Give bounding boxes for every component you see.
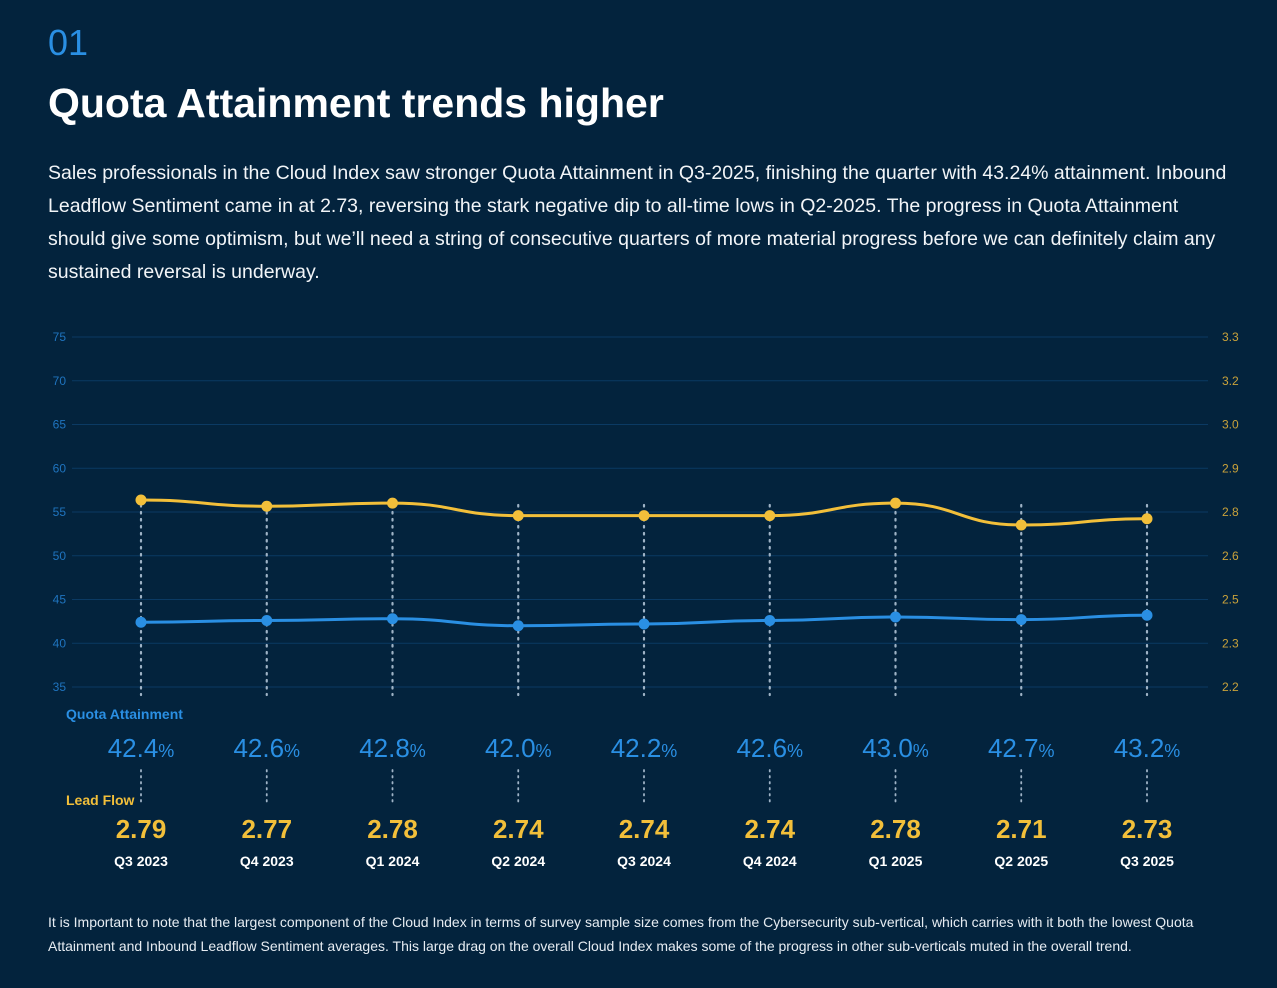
right-axis-tick: 2.3 — [1222, 636, 1239, 650]
right-axis-tick: 2.6 — [1222, 549, 1239, 563]
lead-flow-point — [1015, 519, 1027, 531]
lead-flow-value-label: 2.73 — [1122, 814, 1173, 844]
quota-value-label: 42.8% — [359, 733, 426, 763]
quota-value-label: 42.7% — [988, 733, 1055, 763]
footnote: It is Important to note that the largest… — [48, 914, 1194, 954]
left-axis-tick: 40 — [53, 636, 67, 650]
section-number: 01 — [48, 22, 89, 63]
lead-flow-legend: Lead Flow — [66, 792, 135, 808]
right-axis-tick: 2.2 — [1222, 680, 1239, 694]
left-axis-tick: 70 — [53, 374, 67, 388]
left-axis-tick: 55 — [53, 505, 67, 519]
quota-value-label: 42.4% — [108, 733, 175, 763]
right-axis-tick: 3.0 — [1222, 418, 1239, 432]
x-axis-category-label: Q2 2024 — [491, 853, 545, 869]
quota-attainment-point — [1015, 614, 1027, 626]
lead-flow-value-label: 2.78 — [870, 814, 921, 844]
page-title: Quota Attainment trends higher — [48, 80, 664, 126]
x-axis-category-label: Q4 2024 — [743, 853, 797, 869]
quota-value-label: 43.2% — [1114, 733, 1181, 763]
left-axis-tick: 50 — [53, 549, 67, 563]
x-axis-category-label: Q1 2024 — [366, 853, 420, 869]
left-axis-tick: 60 — [53, 461, 67, 475]
x-axis-category-label: Q3 2023 — [114, 853, 168, 869]
right-axis-tick: 2.5 — [1222, 593, 1239, 607]
lead-flow-value-label: 2.74 — [619, 814, 670, 844]
right-axis-tick: 2.8 — [1222, 505, 1239, 519]
quota-attainment-point — [135, 616, 147, 628]
quota-attainment-legend: Quota Attainment — [66, 706, 183, 722]
x-axis-category-label: Q4 2023 — [240, 853, 294, 869]
quota-attainment-point — [261, 615, 273, 626]
right-axis-tick: 2.9 — [1222, 461, 1239, 475]
x-axis-category-label: Q3 2025 — [1120, 853, 1174, 869]
lead-flow-point — [764, 510, 776, 522]
intro-paragraph: Sales professionals in the Cloud Index s… — [48, 162, 1227, 283]
lead-flow-point — [261, 500, 273, 512]
quota-value-label: 42.2% — [611, 733, 678, 763]
lead-flow-point — [638, 510, 650, 522]
x-axis-category-label: Q1 2025 — [869, 853, 923, 869]
right-axis-tick: 3.2 — [1222, 374, 1239, 388]
right-axis-tick: 3.3 — [1222, 330, 1239, 344]
quota-attainment-point — [387, 613, 398, 625]
lead-flow-point — [387, 497, 398, 509]
quota-attainment-point — [638, 618, 650, 630]
lead-flow-value-label: 2.79 — [116, 814, 167, 844]
quota-attainment-point — [1141, 609, 1153, 621]
left-axis-tick: 65 — [53, 418, 67, 432]
quota-value-label: 42.6% — [736, 733, 803, 763]
lead-flow-value-label: 2.74 — [744, 814, 795, 844]
lead-flow-value-label: 2.74 — [493, 814, 544, 844]
quota-attainment-point — [512, 620, 524, 632]
quota-value-label: 43.0% — [862, 733, 929, 763]
quota-value-label: 42.0% — [485, 733, 552, 763]
lead-flow-point — [1141, 513, 1153, 525]
lead-flow-point — [512, 510, 524, 522]
quota-attainment-point — [764, 615, 776, 626]
lead-flow-point — [135, 494, 147, 506]
lead-flow-point — [890, 497, 901, 509]
lead-flow-value-label: 2.71 — [996, 814, 1047, 844]
quota-value-label: 42.6% — [233, 733, 300, 763]
lead-flow-value-label: 2.78 — [367, 814, 418, 844]
lead-flow-value-label: 2.77 — [241, 814, 292, 844]
x-axis-category-label: Q2 2025 — [994, 853, 1048, 869]
quota-attainment-point — [890, 611, 901, 623]
left-axis-tick: 45 — [53, 593, 67, 607]
left-axis-tick: 35 — [53, 680, 67, 694]
x-axis-category-label: Q3 2024 — [617, 853, 671, 869]
left-axis-tick: 75 — [53, 330, 67, 344]
